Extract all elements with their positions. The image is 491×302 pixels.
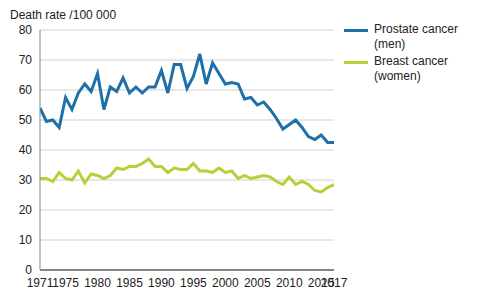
svg-text:80: 80 (19, 23, 33, 37)
svg-text:2000: 2000 (212, 276, 239, 290)
svg-text:2010: 2010 (276, 276, 303, 290)
svg-text:50: 50 (19, 113, 33, 127)
svg-text:10: 10 (19, 233, 33, 247)
svg-text:1975: 1975 (52, 276, 79, 290)
html-text:Prostate cancer (men): Prostate cancer (men) (374, 22, 458, 51)
svg-text:1990: 1990 (148, 276, 175, 290)
svg-text:30: 30 (19, 173, 33, 187)
html-text:Death rate /100 000: Death rate /100 000 (10, 8, 117, 22)
svg-text:2005: 2005 (244, 276, 271, 290)
svg-text:1980: 1980 (84, 276, 111, 290)
svg-text:1995: 1995 (180, 276, 207, 290)
svg-text:1971: 1971 (27, 276, 54, 290)
svg-text:20: 20 (19, 203, 33, 217)
svg-text:60: 60 (19, 83, 33, 97)
svg-text:0: 0 (25, 263, 32, 277)
svg-text:70: 70 (19, 53, 33, 67)
svg-text:40: 40 (19, 143, 33, 157)
svg-text:2017: 2017 (321, 276, 348, 290)
html-text:Breast cancer (women): Breast cancer (women) (374, 54, 448, 83)
svg-text:1985: 1985 (116, 276, 143, 290)
